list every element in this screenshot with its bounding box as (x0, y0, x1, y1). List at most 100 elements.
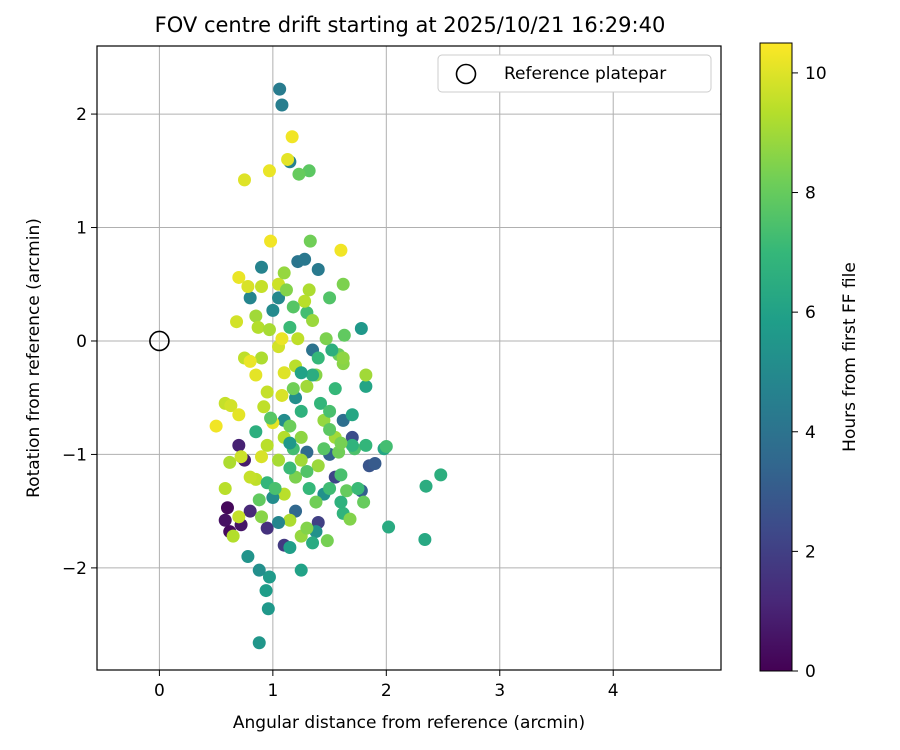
data-point (232, 510, 246, 524)
data-point (275, 332, 289, 346)
data-point (273, 82, 287, 96)
data-point (317, 442, 331, 456)
data-point (277, 366, 291, 380)
data-point (306, 536, 320, 550)
data-point (340, 484, 354, 498)
data-point (359, 368, 373, 382)
data-point (243, 354, 257, 368)
data-point (283, 419, 297, 433)
y-tick-label: 0 (76, 332, 87, 352)
y-ticks: 2 1 0 −1 −2 (62, 105, 97, 579)
data-point (319, 332, 333, 346)
data-point (262, 570, 276, 584)
data-point (220, 501, 234, 515)
data-point (260, 385, 274, 399)
data-point (223, 455, 237, 469)
data-point (218, 513, 232, 527)
data-point (300, 379, 314, 393)
colorbar-tick-label: 0 (805, 662, 816, 682)
data-point (434, 468, 448, 482)
data-point (334, 468, 348, 482)
data-point (294, 453, 308, 467)
y-tick-label: 1 (76, 219, 87, 239)
data-point (241, 280, 255, 294)
data-point (354, 322, 368, 336)
x-tick-label: 1 (267, 681, 278, 701)
colorbar-tick-label: 2 (805, 542, 816, 562)
data-point (300, 521, 314, 535)
data-point (306, 314, 320, 328)
legend-marker-icon (455, 63, 477, 85)
data-point (334, 495, 348, 509)
data-point (328, 382, 342, 396)
data-point (379, 439, 393, 453)
data-point (243, 470, 257, 484)
data-point (251, 320, 265, 334)
data-point (306, 368, 320, 382)
data-point (232, 270, 246, 284)
data-point (300, 464, 314, 478)
data-point (314, 396, 328, 410)
data-point (302, 283, 316, 297)
data-point (252, 636, 266, 650)
chart-title: FOV centre drift starting at 2025/10/21 … (155, 13, 666, 37)
colorbar-gradient (759, 42, 793, 672)
data-point (255, 510, 269, 524)
data-point (230, 315, 244, 329)
colorbar-label: Hours from first FF file (840, 262, 860, 452)
data-point (325, 343, 339, 357)
data-point (255, 351, 269, 365)
y-axis-label: Rotation from reference (arcmin) (24, 218, 44, 498)
data-point (249, 425, 263, 439)
data-point (334, 436, 348, 450)
data-point (281, 152, 295, 166)
data-point (209, 419, 223, 433)
data-point (302, 164, 316, 178)
data-point (272, 516, 286, 530)
grid (97, 46, 721, 670)
colorbar: 0 2 4 6 8 10 Hours from first FF file (759, 42, 860, 682)
data-point (286, 300, 300, 314)
data-point (359, 438, 373, 452)
data-point (294, 430, 308, 444)
data-point (345, 408, 359, 422)
data-point (298, 294, 312, 308)
data-point (255, 260, 269, 274)
data-point (262, 164, 276, 178)
y-tick-label: −1 (62, 445, 87, 465)
data-point (266, 303, 280, 317)
data-point (226, 529, 240, 543)
data-point (302, 481, 316, 495)
colorbar-tick-label: 4 (805, 423, 816, 443)
data-point (345, 438, 359, 452)
y-tick-label: −2 (62, 559, 87, 579)
colorbar-tick-label: 6 (805, 303, 816, 323)
data-point (323, 481, 337, 495)
data-point (359, 379, 373, 393)
data-point (283, 540, 297, 554)
data-point (292, 167, 306, 181)
data-point (218, 481, 232, 495)
colorbar-tick-label: 10 (805, 64, 827, 84)
data-point (255, 450, 269, 464)
data-point (336, 351, 350, 365)
plot-frame (96, 45, 722, 671)
data-point (264, 411, 278, 425)
colorbar-ticks: 0 2 4 6 8 10 (792, 64, 827, 682)
reference-platepar-marker (149, 330, 170, 352)
data-point (261, 602, 275, 616)
data-point (257, 400, 271, 414)
data-point (323, 291, 337, 305)
legend-label: Reference platepar (504, 64, 666, 84)
data-point (243, 291, 257, 305)
data-point (286, 382, 300, 396)
data-point (285, 130, 299, 144)
data-point (323, 422, 337, 436)
data-point (283, 513, 297, 527)
data-point (382, 520, 396, 534)
data-point (252, 493, 266, 507)
data-point (368, 457, 382, 471)
x-tick-label: 4 (608, 681, 619, 701)
data-point (357, 495, 371, 509)
